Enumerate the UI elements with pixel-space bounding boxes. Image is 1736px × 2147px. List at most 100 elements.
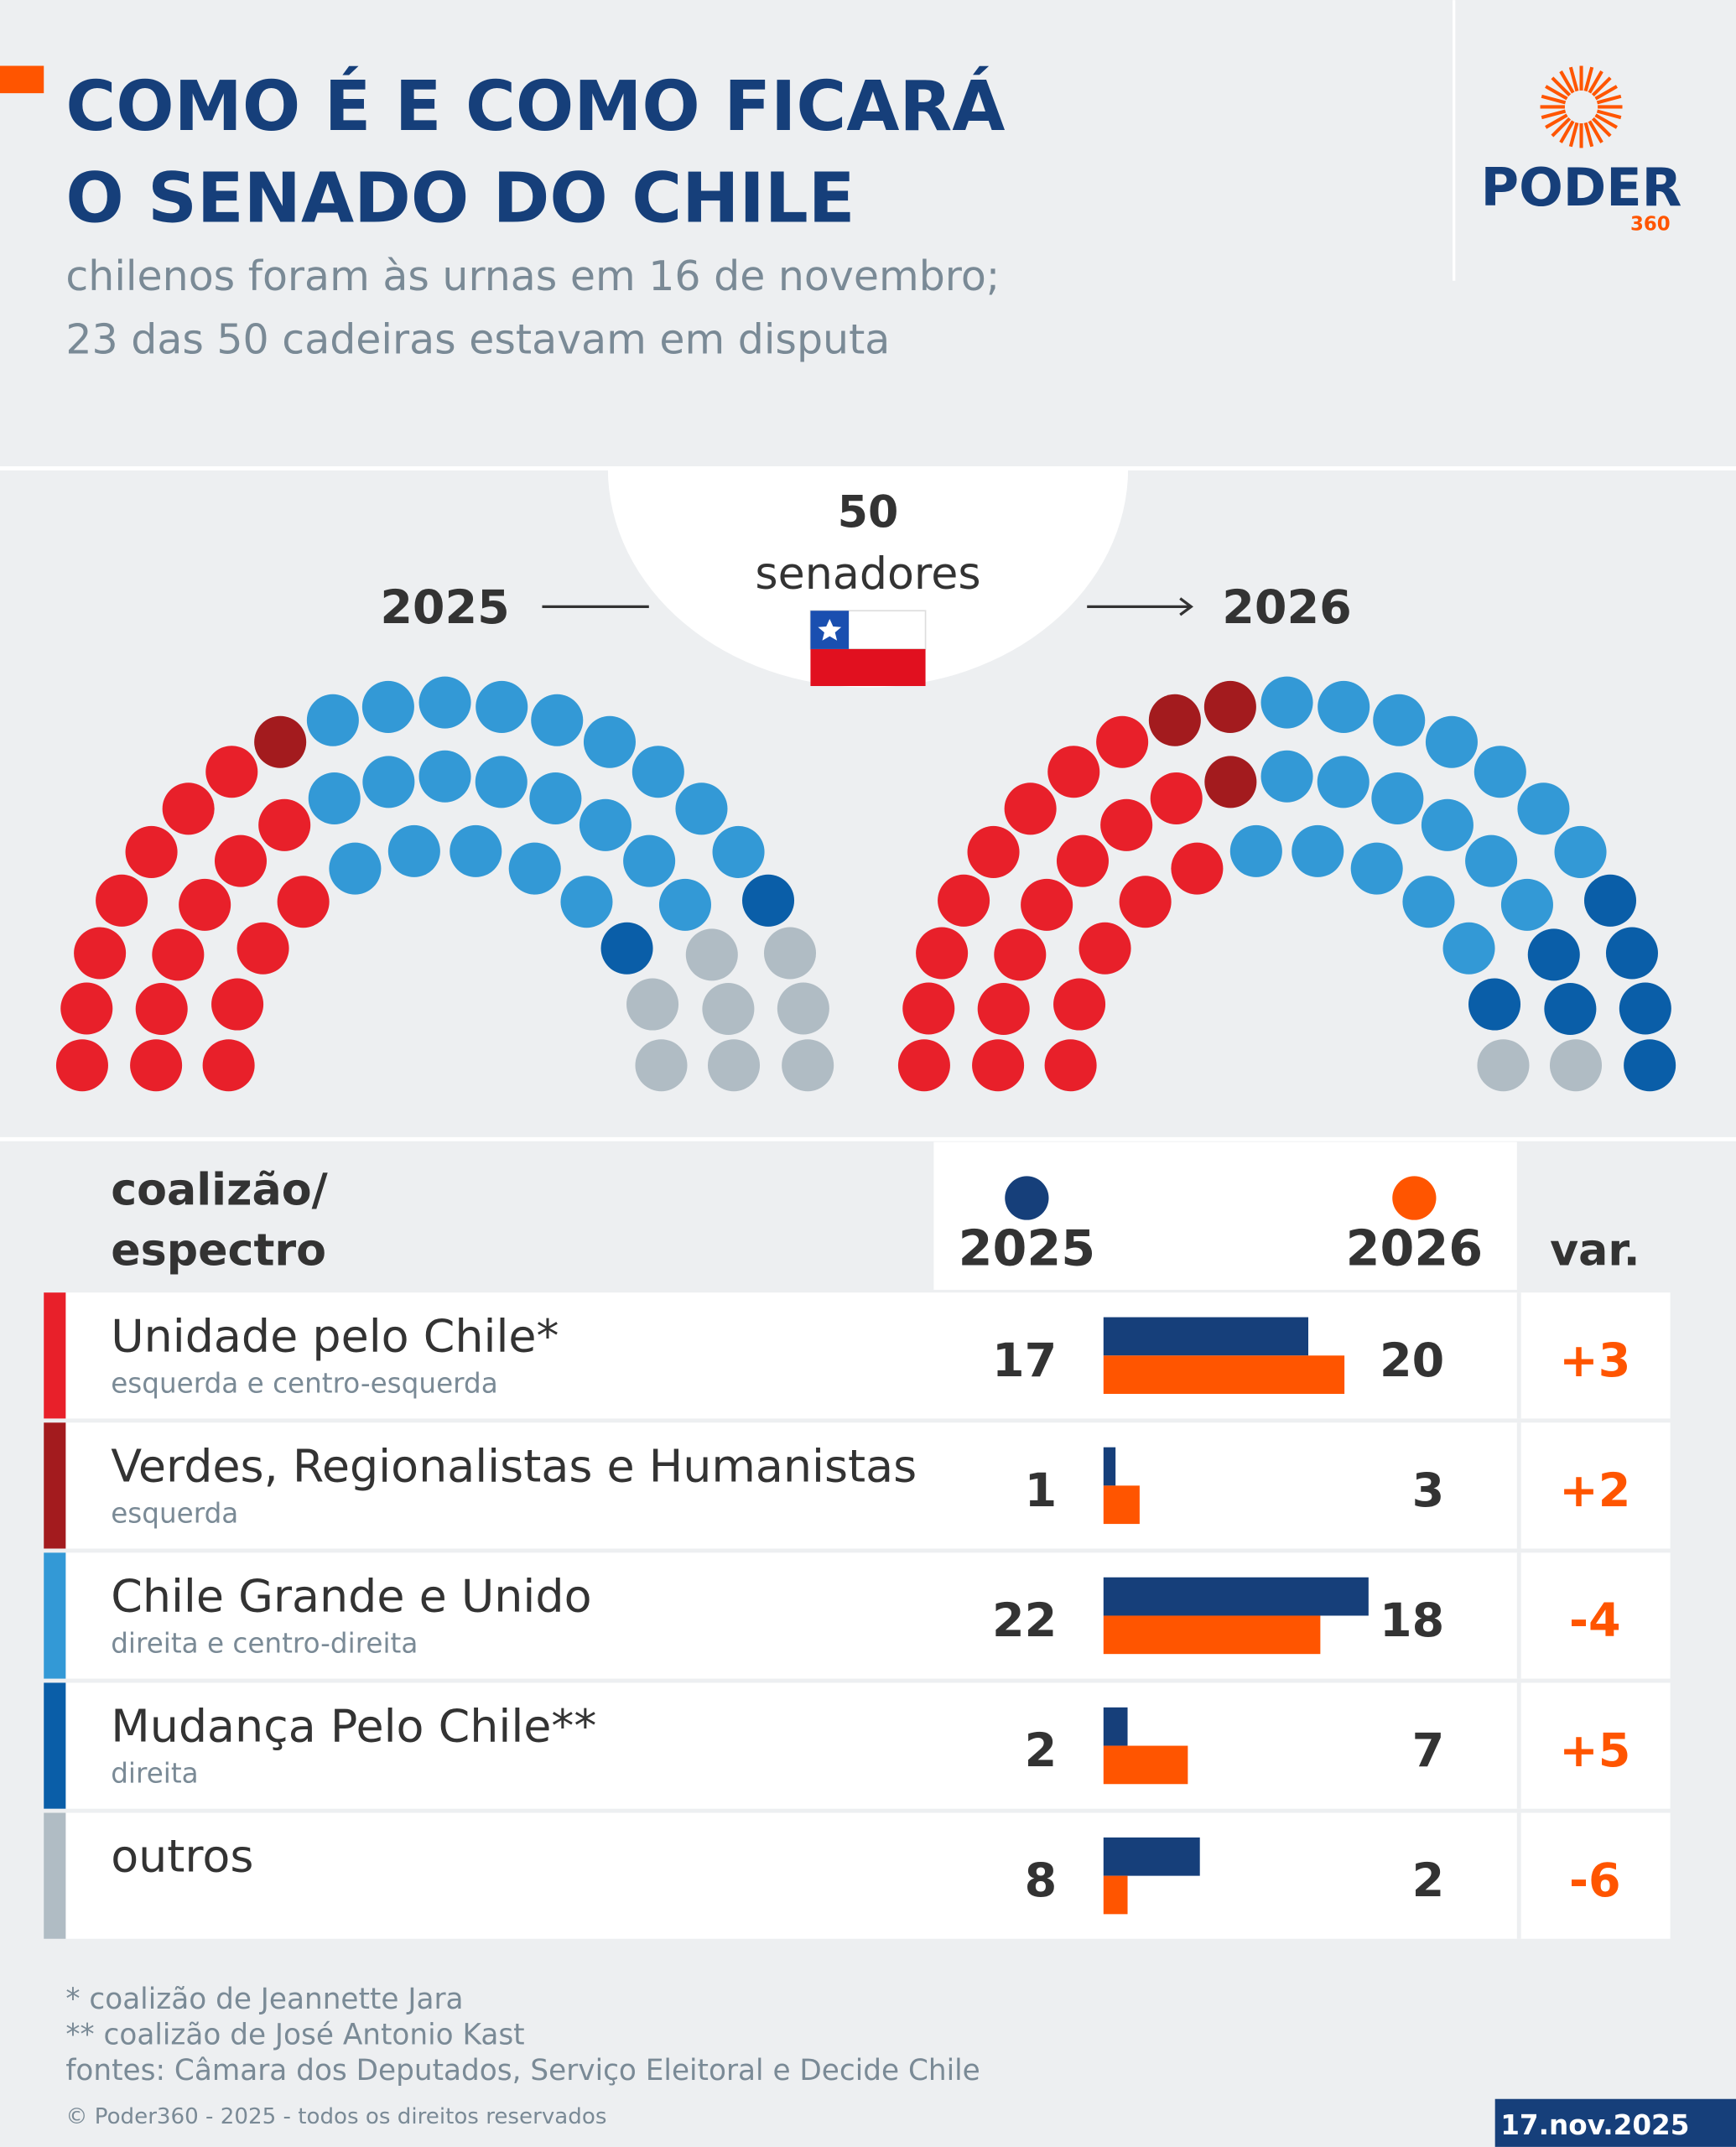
col-header: 2026: [1346, 1219, 1484, 1277]
seat: [1605, 927, 1658, 980]
seat: [675, 782, 728, 835]
seat: [1619, 982, 1671, 1035]
logo-ray: [1588, 120, 1603, 143]
seats-after: 20: [1380, 1333, 1444, 1388]
coalition-name: Mudança Pelo Chile**: [111, 1700, 596, 1753]
seat: [179, 878, 231, 931]
logo-ray: [1596, 94, 1622, 105]
seat: [60, 982, 113, 1035]
logo-ray: [1541, 109, 1567, 120]
seat: [967, 825, 1020, 878]
logo-ray: [1583, 122, 1594, 148]
seat: [1317, 756, 1370, 808]
seats-before: 8: [1025, 1853, 1058, 1908]
seat: [1100, 798, 1153, 851]
seat: [1477, 1039, 1530, 1092]
seat: [96, 874, 148, 927]
logo-sun: [1540, 65, 1623, 148]
seat: [742, 874, 795, 927]
seat: [475, 756, 528, 808]
subtitle: chilenos foram às urnas em 16 de novembr…: [65, 252, 1000, 300]
color-stripe: [44, 1682, 66, 1809]
seats-after: 3: [1412, 1463, 1445, 1518]
row-bg: [1516, 1422, 1521, 1549]
change: +3: [1559, 1333, 1630, 1388]
coalition-name: Verdes, Regionalistas e Humanistas: [111, 1439, 917, 1492]
seat: [1474, 746, 1526, 798]
logo-ray: [1559, 120, 1575, 143]
hemicycles: [55, 676, 1676, 1092]
seat: [211, 978, 264, 1031]
bar-after: [1103, 1875, 1128, 1915]
seat: [1583, 874, 1637, 927]
seat: [632, 746, 684, 798]
arrow: [1087, 597, 1193, 616]
title: COMO É E COMO FICARÁ: [65, 65, 1005, 147]
seat: [306, 694, 359, 746]
row-bg: [65, 1422, 1671, 1549]
coalition-name: Unidade pelo Chile*: [111, 1309, 559, 1362]
bar-before: [1103, 1707, 1128, 1746]
logo-name: PODER: [1481, 157, 1682, 218]
seat: [916, 927, 969, 980]
change: -4: [1569, 1593, 1621, 1648]
logo-ray: [1568, 122, 1579, 148]
row-bg: [1516, 1552, 1521, 1679]
seat: [1229, 824, 1282, 877]
seat: [258, 798, 311, 851]
seat: [387, 824, 440, 877]
seat: [938, 874, 990, 927]
seat: [1544, 982, 1597, 1036]
subtitle: 23 das 50 cadeiras estavam em disputa: [65, 315, 890, 363]
seat: [1021, 878, 1073, 931]
seat: [623, 834, 676, 887]
bar-after: [1103, 1485, 1140, 1525]
seat: [1527, 928, 1580, 981]
seat: [1402, 876, 1455, 928]
seat: [1148, 694, 1201, 746]
bar-after: [1103, 1615, 1321, 1655]
copyright: © Poder360 - 2025 - todos os direitos re…: [65, 2104, 606, 2129]
logo-ray: [1583, 66, 1594, 92]
seat: [1500, 878, 1553, 931]
seat: [1044, 1039, 1097, 1092]
seat: [329, 842, 382, 895]
color-stripe: [44, 1552, 66, 1679]
seat: [1150, 772, 1203, 824]
logo-ray: [1588, 70, 1603, 94]
row-bg: [1516, 1812, 1521, 1939]
seat: [658, 878, 711, 931]
logo-ray: [1541, 94, 1567, 105]
table: Unidade pelo Chile* esquerda e centro-esq…: [44, 1292, 1671, 1939]
col-header: coalizão/: [111, 1166, 328, 1216]
legend-dot: [1392, 1176, 1437, 1220]
col-header: var.: [1550, 1226, 1640, 1276]
seat: [1465, 834, 1518, 887]
total: 50: [838, 488, 899, 538]
row-bg: [1516, 1292, 1521, 1419]
bar-after: [1103, 1355, 1345, 1395]
seat: [626, 978, 679, 1031]
seat: [1373, 694, 1426, 746]
coalition-spectrum: esquerda: [111, 1497, 238, 1529]
seats-before: 1: [1025, 1463, 1058, 1518]
year-before: 2025: [380, 580, 509, 635]
seat: [1292, 824, 1344, 877]
bar-before: [1103, 1837, 1200, 1876]
seat: [897, 1039, 950, 1092]
seat: [1425, 715, 1478, 768]
coalition-name: Chile Grande e Unido: [111, 1570, 591, 1623]
seat: [977, 982, 1030, 1036]
seats-before: 22: [992, 1593, 1057, 1648]
seat: [1318, 680, 1370, 733]
seat: [635, 1039, 688, 1092]
footnote: ** coalizão de José Antonio Kast: [65, 2018, 524, 2051]
seat: [277, 876, 330, 928]
seat: [1421, 798, 1474, 851]
seat: [55, 1039, 108, 1092]
color-stripe: [44, 1292, 66, 1419]
seat: [1442, 922, 1495, 975]
seats-after: 7: [1412, 1723, 1445, 1778]
seat: [777, 982, 829, 1035]
